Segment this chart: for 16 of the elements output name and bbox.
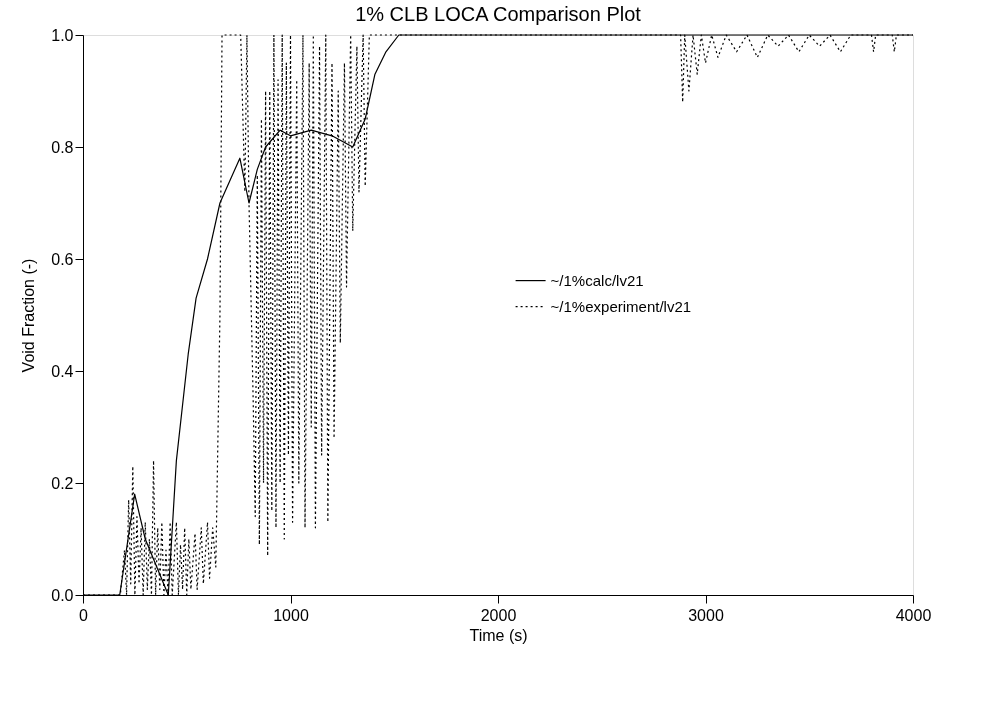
y-tick-label: 0.8 [51,138,74,156]
y-tick-label: 0.6 [51,250,74,268]
y-axis-title: Void Fraction (-) [20,258,38,373]
legend-label: ~/1%experiment/lv21 [550,297,692,315]
y-tick-label: 0.2 [51,474,74,492]
x-tick-label: 4000 [895,606,932,624]
y-tick-label: 1.0 [51,26,74,44]
y-tick-label: 0.0 [51,586,74,604]
x-tick-label: 2000 [480,606,517,624]
legend-label: ~/1%calc/lv21 [550,271,644,289]
x-axis-title: Time (s) [469,626,528,644]
x-tick-label: 3000 [688,606,724,624]
chart-title: 1% CLB LOCA Comparison Plot [355,3,642,25]
y-tick-label: 0.4 [51,362,74,380]
x-tick-label: 0 [79,606,89,624]
x-tick-label: 1000 [273,606,309,624]
